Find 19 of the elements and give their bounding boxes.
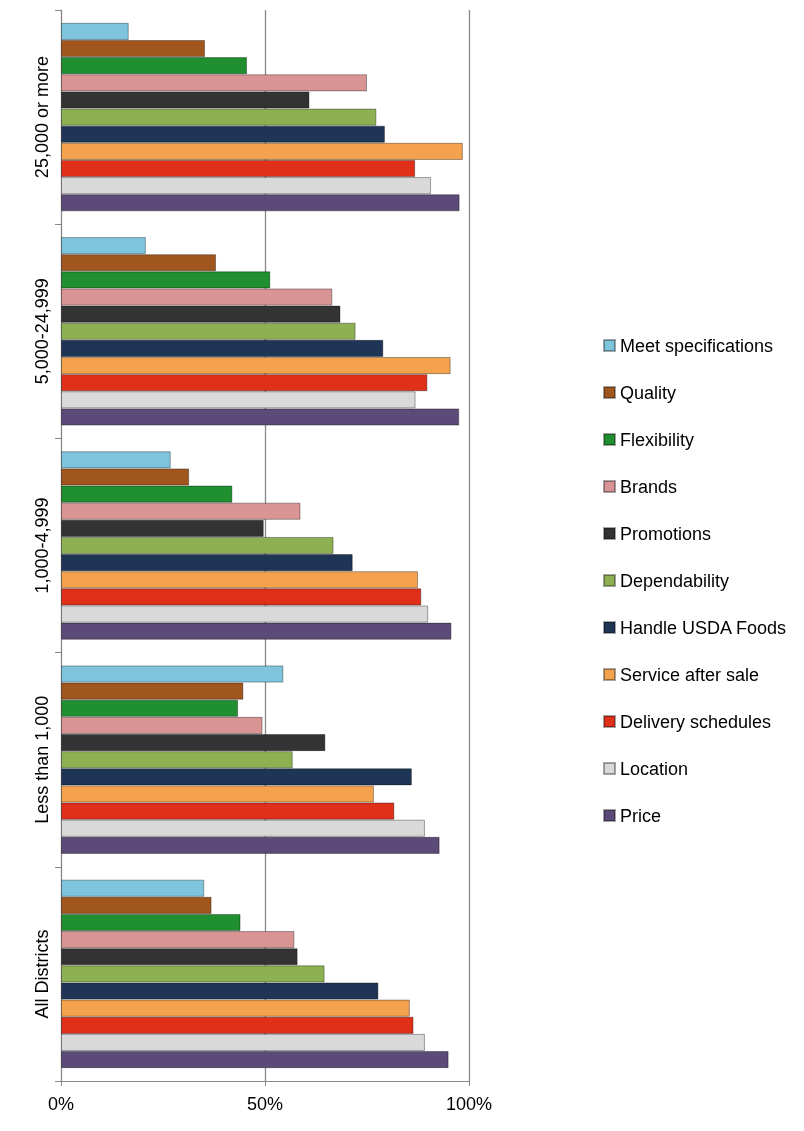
legend-label: Handle USDA Foods — [620, 617, 787, 638]
legend-label: Dependability — [620, 570, 730, 591]
legend-label: Promotions — [620, 523, 712, 544]
legend-label: Price — [620, 805, 662, 826]
y-tick-label: 25,000 or more — [32, 56, 52, 179]
x-tick-label: 50% — [246, 1094, 284, 1114]
x-tick-label: 0% — [47, 1094, 75, 1114]
legend-label: Flexibility — [620, 429, 695, 450]
y-tick-label: 1,000-4,999 — [32, 497, 52, 594]
legend-label: Meet specifications — [620, 335, 774, 356]
legend-label: Location — [620, 758, 689, 779]
legend-label: Brands — [620, 476, 678, 497]
legend-label: Delivery schedules — [620, 711, 772, 732]
y-tick-label: All Districts — [32, 929, 52, 1019]
x-tick-label: 100% — [445, 1094, 493, 1114]
legend-label: Service after sale — [620, 664, 760, 685]
y-tick-label: 5,000-24,999 — [32, 278, 52, 385]
y-tick-label: Less than 1,000 — [32, 695, 52, 824]
legend-label: Quality — [620, 382, 677, 403]
